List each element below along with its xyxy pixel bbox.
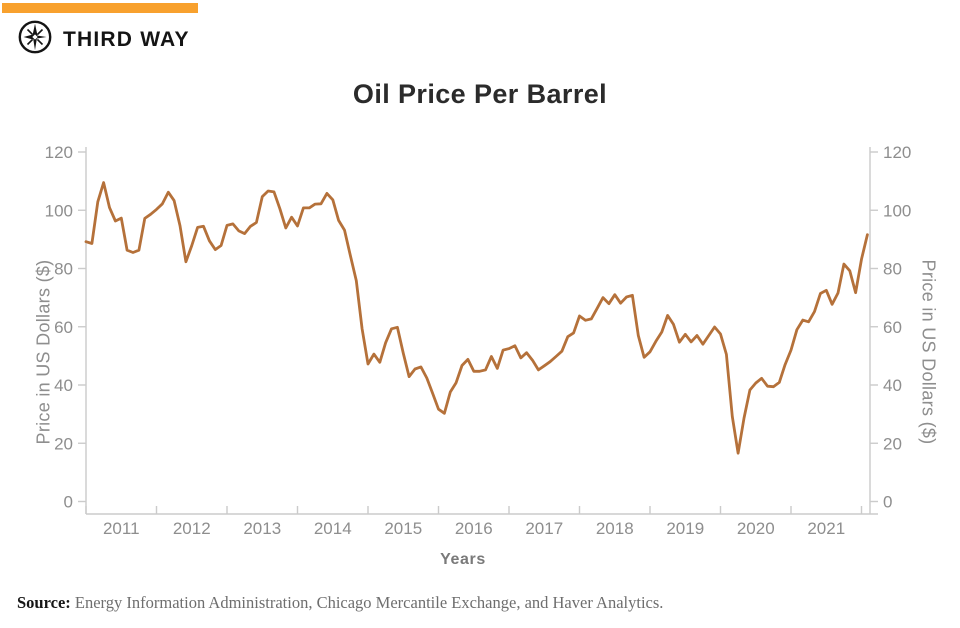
brand-logo-text: THIRD WAY xyxy=(63,27,190,51)
x-tick-label: 2013 xyxy=(243,519,281,538)
y-tick-label-left: 40 xyxy=(54,376,73,395)
y-tick-label-left: 0 xyxy=(64,493,73,512)
oil-price-line xyxy=(84,181,869,455)
x-tick-label: 2021 xyxy=(807,519,845,538)
x-tick-label: 2012 xyxy=(173,519,211,538)
x-axis-label: Years xyxy=(440,551,486,568)
y-tick-label-right: 120 xyxy=(883,143,911,162)
source-text: Energy Information Administration, Chica… xyxy=(70,593,664,612)
x-tick-label: 2018 xyxy=(596,519,634,538)
compass-icon xyxy=(18,20,52,59)
x-tick-label: 2020 xyxy=(737,519,775,538)
brand-logo: THIRD WAY xyxy=(18,20,190,59)
x-tick-label: 2019 xyxy=(666,519,704,538)
y-tick-label-left: 60 xyxy=(54,318,73,337)
x-tick-label: 2011 xyxy=(103,519,140,538)
x-tick-label: 2017 xyxy=(525,519,563,538)
y-tick-label-right: 100 xyxy=(883,201,911,220)
y-axis-label-right: Price in US Dollars ($) xyxy=(918,259,939,445)
source-label: Source: xyxy=(17,593,71,612)
x-tick-label: 2016 xyxy=(455,519,493,538)
y-tick-label-left: 120 xyxy=(45,143,73,162)
y-tick-label-right: 80 xyxy=(883,260,902,279)
y-tick-label-right: 60 xyxy=(883,318,902,337)
y-tick-label-left: 100 xyxy=(45,201,73,220)
chart-title: Oil Price Per Barrel xyxy=(352,79,608,109)
source-note: Source: Energy Information Administratio… xyxy=(17,593,937,613)
y-tick-label-right: 20 xyxy=(883,434,902,453)
y-tick-label-right: 40 xyxy=(883,376,902,395)
x-tick-label: 2014 xyxy=(314,519,352,538)
y-tick-label-left: 80 xyxy=(54,260,73,279)
y-tick-label-left: 20 xyxy=(54,434,73,453)
brand-accent-bar xyxy=(2,3,198,13)
x-tick-label: 2015 xyxy=(384,519,422,538)
y-tick-label-right: 0 xyxy=(883,493,892,512)
y-axis-label-left: Price in US Dollars ($) xyxy=(33,259,54,445)
